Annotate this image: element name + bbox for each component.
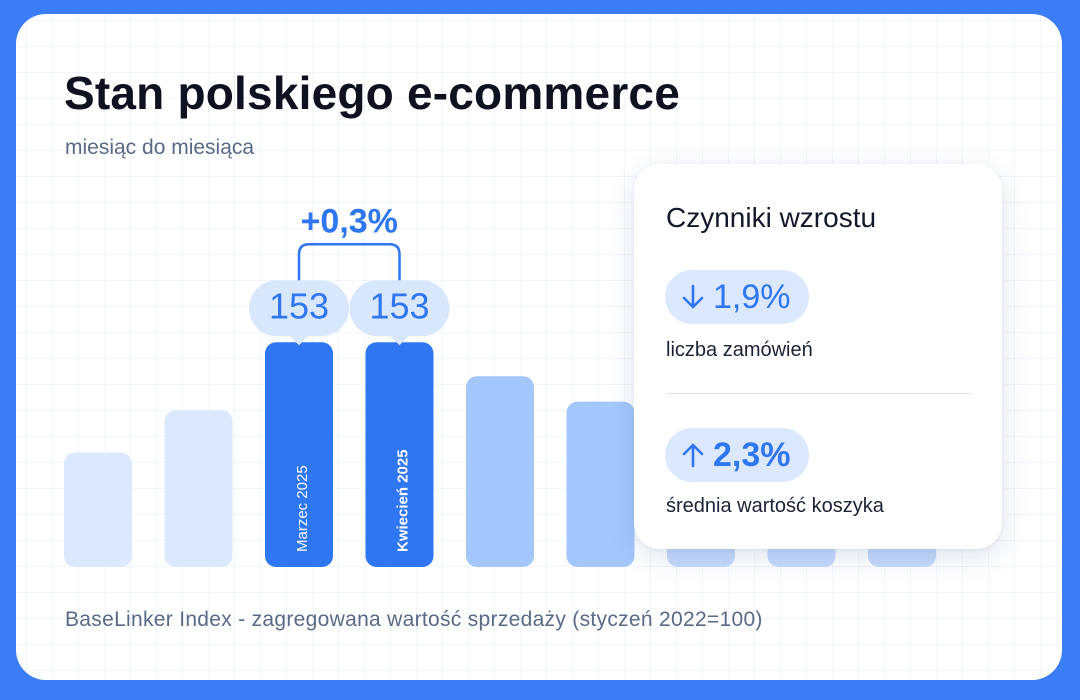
- page-subtitle: miesiąc do miesiąca: [65, 136, 255, 159]
- chart-bar: [64, 452, 132, 567]
- orders-count-label: liczba zamówień: [666, 339, 813, 361]
- chart-bar: [164, 410, 233, 567]
- bar-category-label: Kwiecień 2025: [395, 449, 412, 552]
- chart-bar: [265, 342, 333, 567]
- value-bubble: [249, 280, 349, 337]
- infographic-card: Stan polskiego e-commerce miesiąc do mie…: [16, 14, 1062, 680]
- page-title: Stan polskiego e-commerce: [64, 67, 680, 119]
- change-bracket: [297, 243, 401, 281]
- bar-category-label: Marzec 2025: [294, 465, 311, 552]
- bar-value-label: 153: [369, 285, 429, 326]
- chart-bar: [466, 376, 534, 567]
- change-annotation: +0,3%: [301, 202, 398, 240]
- value-bubble-pointer: [289, 335, 309, 346]
- value-bubble-pointer: [389, 335, 410, 346]
- panel-title: Czynniki wzrostu: [666, 202, 877, 233]
- value-bubble: [349, 280, 450, 337]
- basket-change-value: 2,3%: [713, 435, 791, 474]
- orders-change-value: 1,9%: [713, 277, 791, 316]
- chart-bar: [566, 401, 635, 567]
- arrow-up-icon: [681, 441, 705, 469]
- panel-divider: [666, 393, 972, 394]
- basket-change-badge: 2,3%: [665, 428, 809, 482]
- basket-value-label: średnia wartość koszyka: [666, 495, 884, 517]
- bar-value-label: 153: [269, 285, 329, 326]
- orders-change-badge: 1,9%: [665, 270, 809, 324]
- chart-bar: [365, 342, 434, 567]
- growth-factors-panel: Czynniki wzrostu 1,9% liczba zamówień 2,…: [634, 164, 1002, 549]
- chart-footer-label: BaseLinker Index - zagregowana wartość s…: [65, 608, 763, 631]
- arrow-down-icon: [681, 283, 705, 311]
